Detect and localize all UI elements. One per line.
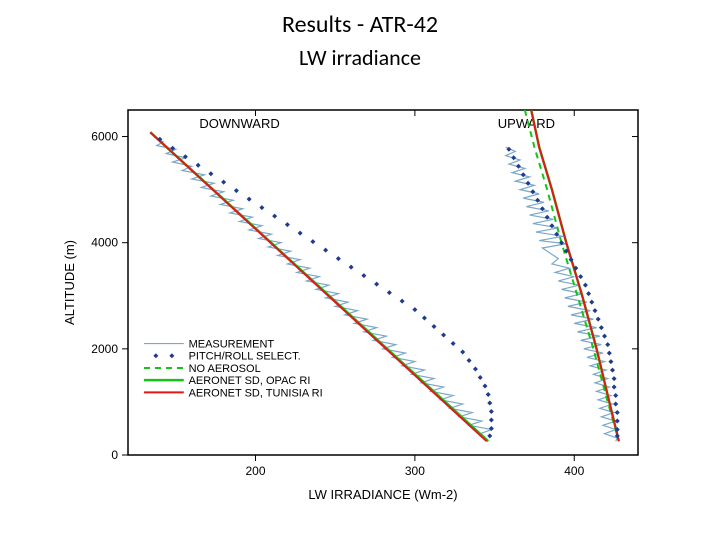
svg-text:DOWNWARD: DOWNWARD — [199, 116, 279, 131]
svg-text:ALTITUDE (m): ALTITUDE (m) — [62, 240, 77, 325]
svg-text:MEASUREMENT: MEASUREMENT — [189, 339, 275, 351]
page-title: Results - ATR-42 — [0, 10, 720, 39]
lw-irradiance-chart: 2003004000200040006000LW IRRADIANCE (Wm-… — [50, 90, 670, 520]
svg-text:300: 300 — [405, 464, 425, 478]
svg-text:200: 200 — [245, 464, 265, 478]
page-subtitle: LW irradiance — [0, 44, 720, 71]
svg-text:0: 0 — [111, 448, 118, 462]
svg-text:PITCH/ROLL SELECT.: PITCH/ROLL SELECT. — [189, 351, 301, 363]
svg-text:6000: 6000 — [91, 130, 118, 144]
svg-text:AERONET SD, OPAC RI: AERONET SD, OPAC RI — [189, 375, 311, 387]
svg-text:2000: 2000 — [91, 342, 118, 356]
svg-text:AERONET SD, TUNISIA RI: AERONET SD, TUNISIA RI — [189, 387, 323, 399]
svg-text:400: 400 — [564, 464, 584, 478]
svg-text:4000: 4000 — [91, 236, 118, 250]
svg-text:LW IRRADIANCE (Wm-2): LW IRRADIANCE (Wm-2) — [308, 487, 457, 502]
svg-text:UPWARD: UPWARD — [498, 116, 555, 131]
svg-text:NO AEROSOL: NO AEROSOL — [189, 363, 261, 375]
